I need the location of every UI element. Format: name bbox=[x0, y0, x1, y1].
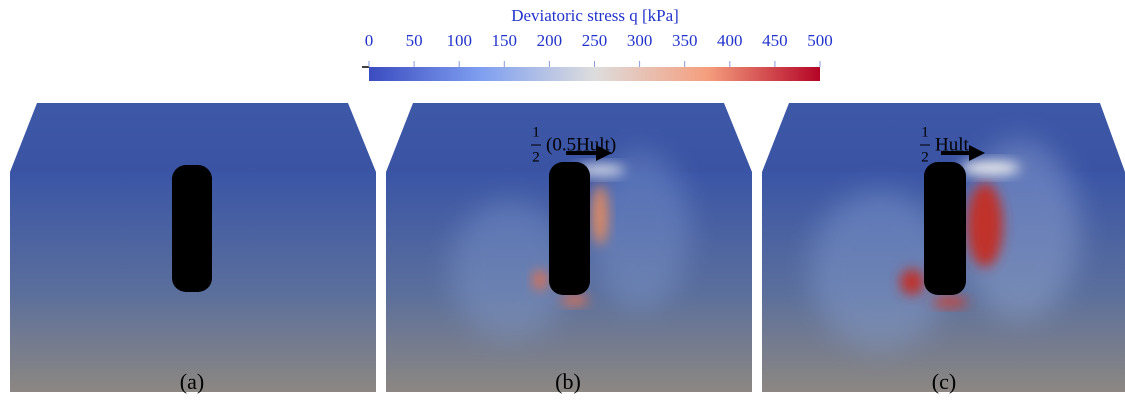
panel-b: (b) 1 2 (0.5Hult) bbox=[386, 103, 752, 394]
panel-a: (a) bbox=[10, 103, 376, 394]
tick-label: 50 bbox=[406, 31, 423, 50]
panel-label: (b) bbox=[555, 369, 581, 394]
figure: Deviatoric stress q [kPa] 05010015020025… bbox=[0, 0, 1125, 408]
panel-c: (c) 1 2 Hult bbox=[762, 103, 1125, 394]
tick-label: 250 bbox=[582, 31, 608, 50]
colorbar bbox=[369, 67, 820, 81]
tick-label: 150 bbox=[492, 31, 518, 50]
tick-label: 200 bbox=[537, 31, 563, 50]
panel-label: (a) bbox=[180, 369, 204, 394]
tick-label: 300 bbox=[627, 31, 653, 50]
load-numerator: 1 bbox=[921, 124, 929, 140]
tick-label: 450 bbox=[762, 31, 788, 50]
colorbar-title: Deviatoric stress q [kPa] bbox=[511, 6, 679, 25]
load-denominator: 2 bbox=[921, 149, 929, 165]
panel-label: (c) bbox=[932, 369, 956, 394]
tick-label: 400 bbox=[717, 31, 743, 50]
tick-label: 0 bbox=[365, 31, 374, 50]
load-denominator: 2 bbox=[532, 149, 540, 165]
tick-label: 350 bbox=[672, 31, 698, 50]
load-numerator: 1 bbox=[532, 124, 540, 140]
tick-label: 100 bbox=[446, 31, 472, 50]
tick-label: 500 bbox=[807, 31, 833, 50]
